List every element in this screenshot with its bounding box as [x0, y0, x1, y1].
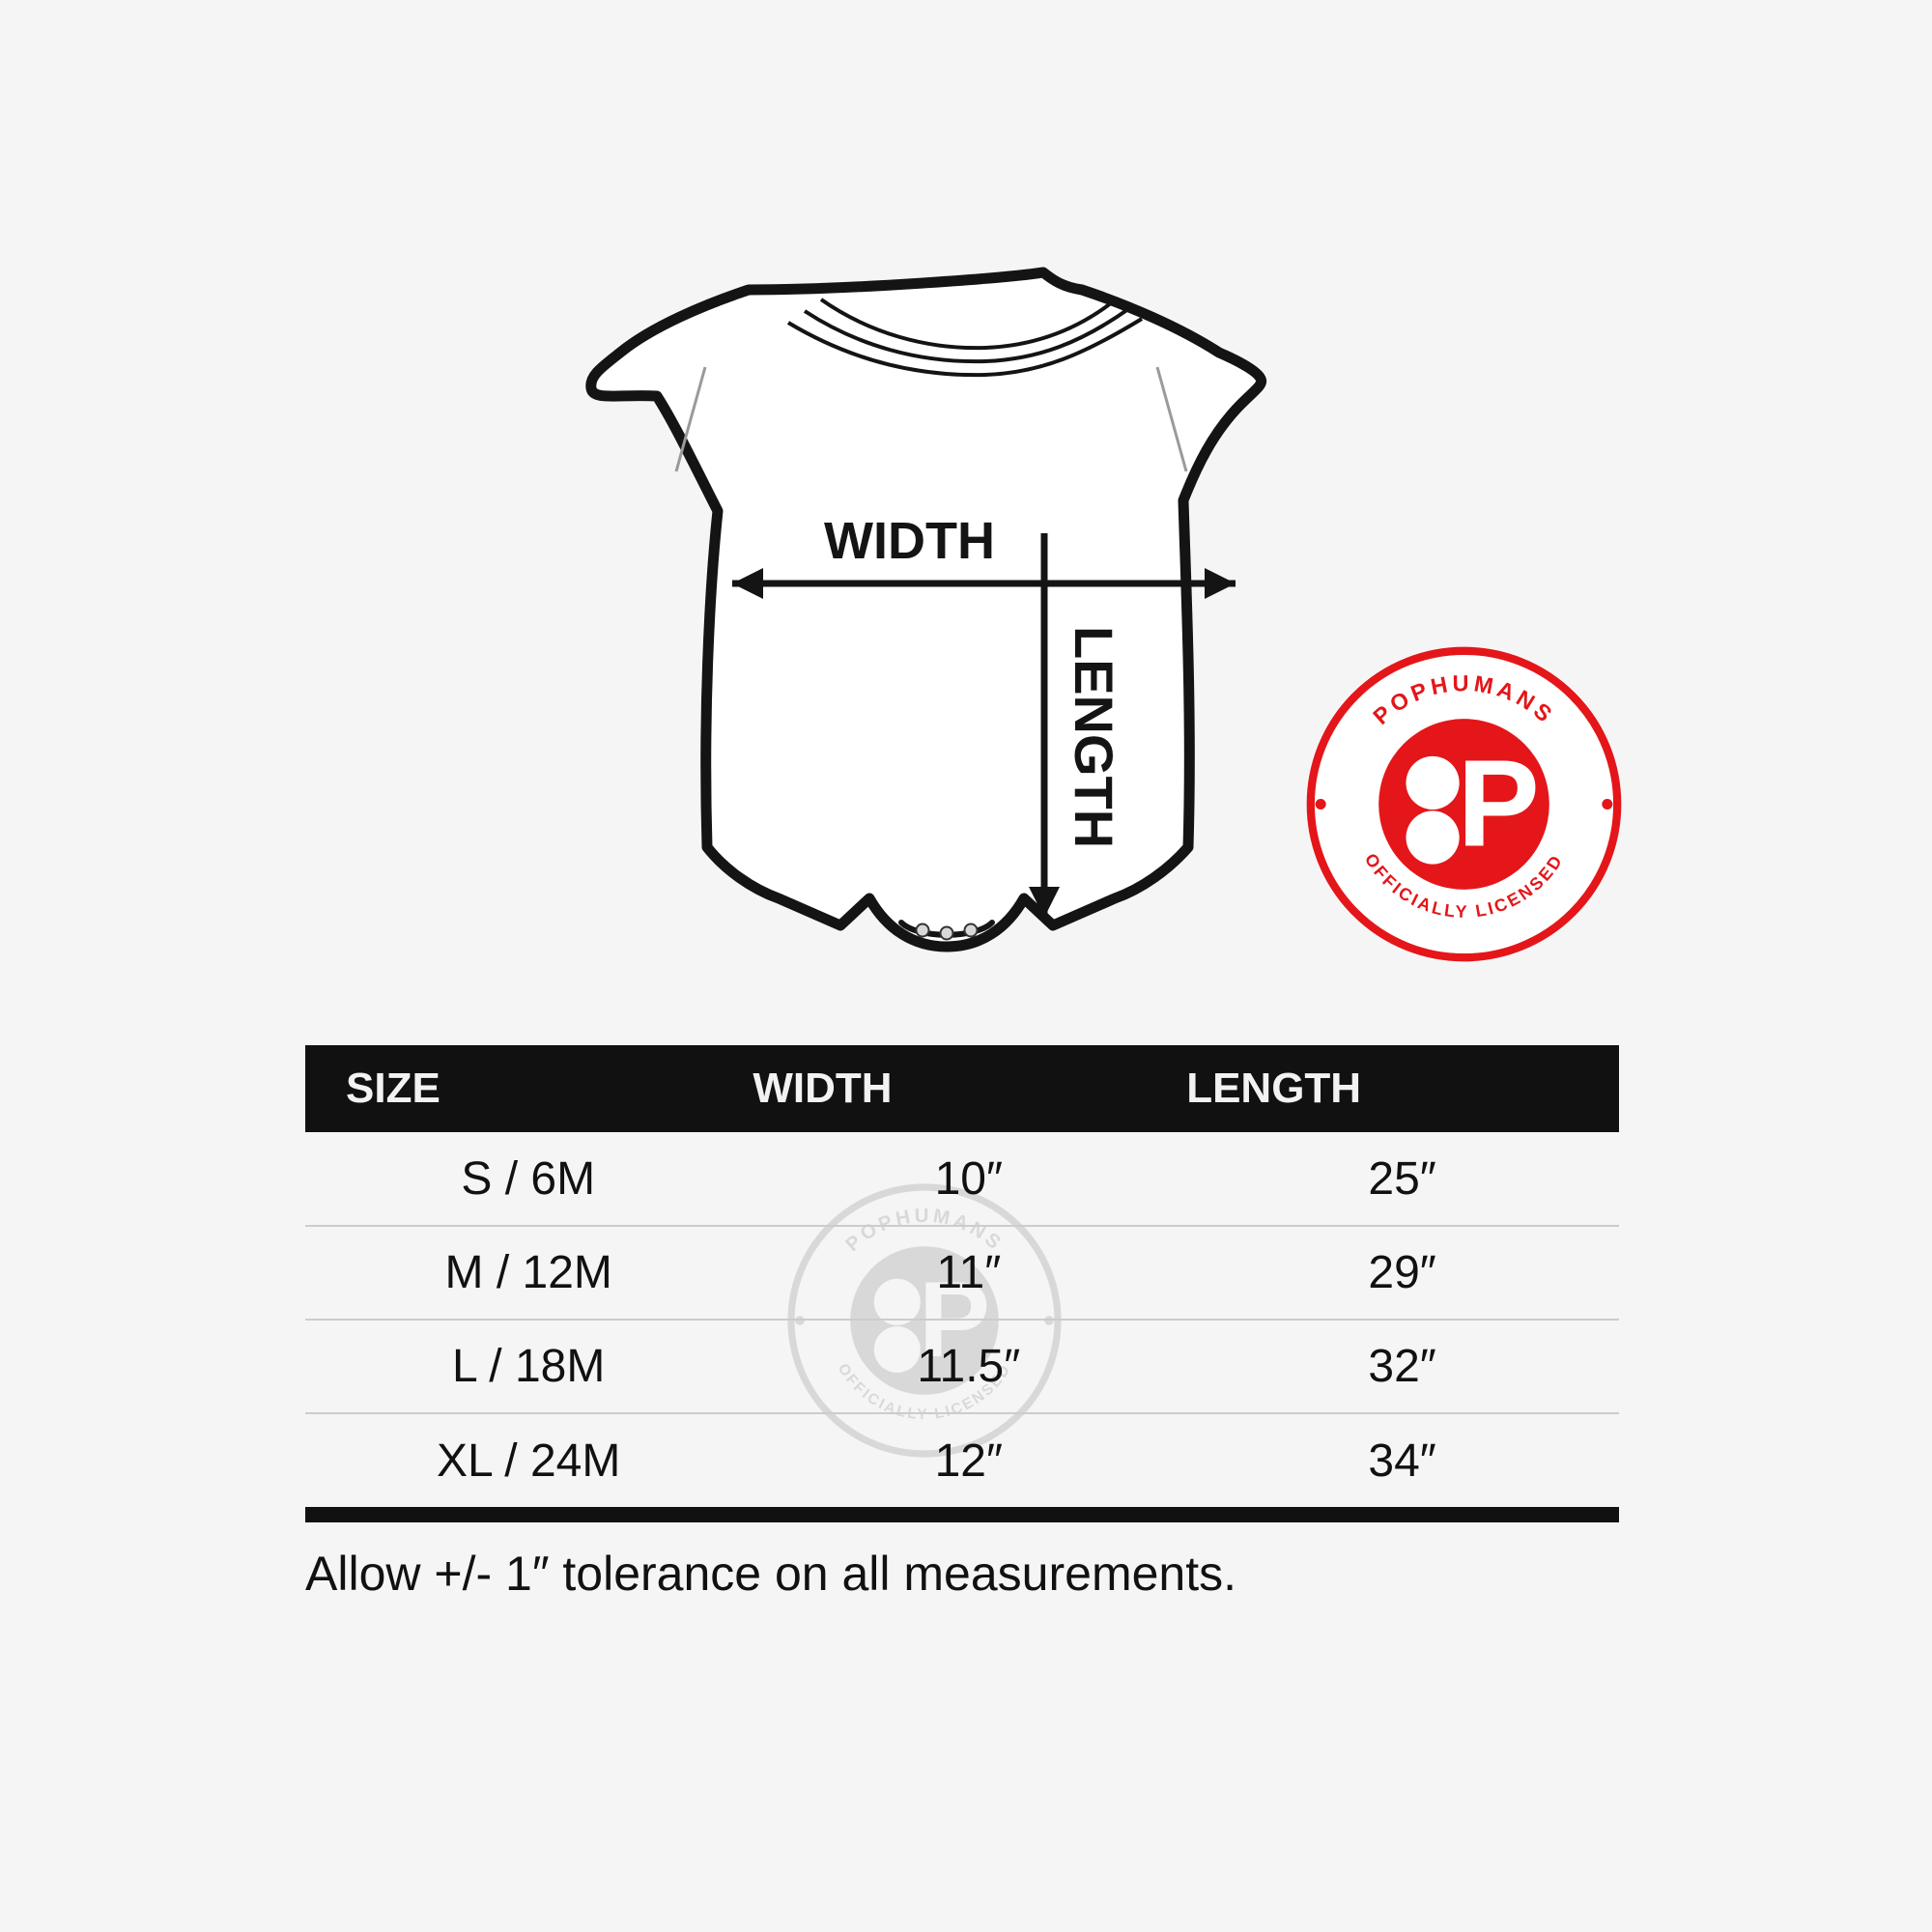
svg-text:P: P — [1458, 734, 1540, 872]
svg-text:WIDTH: WIDTH — [824, 512, 995, 570]
svg-text:LENGTH: LENGTH — [1064, 626, 1124, 848]
